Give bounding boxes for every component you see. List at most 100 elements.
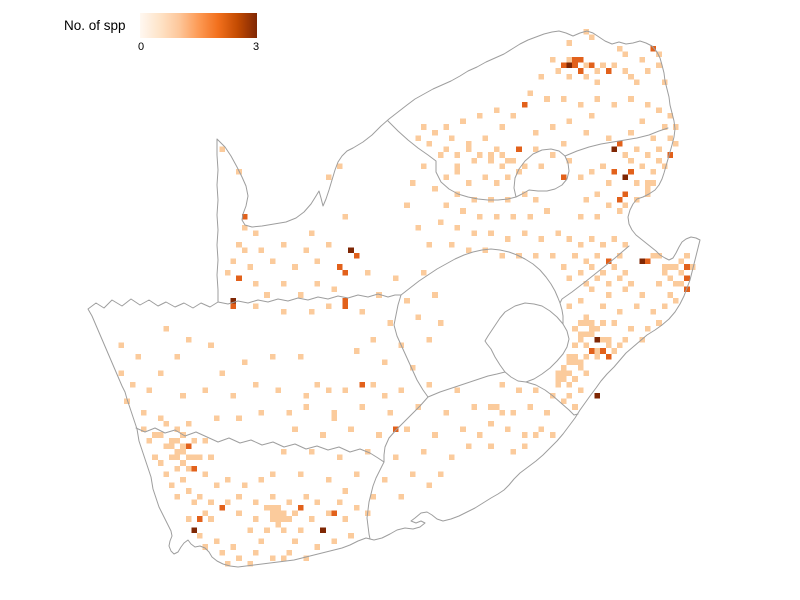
grid-cell	[493, 146, 500, 153]
grid-cell	[157, 432, 164, 438]
grid-cell	[309, 516, 315, 522]
grid-cell	[639, 292, 645, 298]
grid-cell	[505, 174, 511, 181]
grid-cell	[589, 169, 595, 175]
grid-cell	[337, 264, 343, 270]
grid-cell	[443, 124, 449, 130]
grid-cell	[230, 258, 237, 265]
grid-cell	[600, 269, 606, 276]
grid-cell	[583, 62, 589, 69]
grid-cell	[359, 381, 365, 388]
grid-cell	[527, 213, 533, 220]
province-border-line	[564, 127, 669, 157]
grid-cell	[180, 460, 186, 466]
grid-cell	[331, 510, 337, 517]
grid-cell	[219, 146, 225, 153]
grid-cell	[600, 303, 606, 309]
grid-cell	[505, 157, 511, 164]
grid-cell	[689, 264, 696, 270]
grid-cell	[493, 107, 500, 113]
grid-cell	[387, 409, 393, 416]
grid-cell	[163, 443, 169, 449]
grid-cell	[678, 258, 685, 265]
grid-cell	[236, 493, 242, 500]
grid-cell	[566, 359, 573, 365]
grid-cell	[404, 426, 410, 433]
grid-cell	[589, 264, 595, 270]
grid-cell	[521, 432, 528, 438]
grid-cell	[197, 493, 203, 500]
grid-cell	[656, 253, 662, 259]
grid-cell	[589, 113, 595, 119]
grid-cell	[180, 393, 186, 399]
grid-cell	[449, 241, 455, 248]
province-borders	[135, 120, 669, 540]
grid-cell	[281, 516, 287, 522]
grid-cell	[577, 241, 584, 248]
grid-cell	[583, 342, 589, 349]
grid-cell	[538, 73, 545, 80]
grid-cell	[247, 561, 253, 567]
grid-cell	[314, 499, 321, 505]
grid-cell	[561, 96, 567, 102]
grid-cell	[353, 348, 360, 354]
grid-cell	[572, 376, 578, 382]
grid-cell	[202, 510, 209, 517]
grid-cell	[566, 57, 573, 63]
grid-cell	[527, 90, 533, 97]
grid-cell	[611, 236, 617, 242]
grid-cell	[566, 370, 573, 377]
grid-cell	[594, 68, 601, 74]
grid-cell	[460, 208, 466, 214]
grid-cell	[633, 146, 640, 153]
grid-cell	[561, 62, 567, 69]
grid-cell	[566, 275, 573, 281]
grid-cell	[320, 527, 326, 533]
grid-cell	[622, 191, 629, 197]
grid-cell	[600, 320, 606, 326]
grid-cell	[269, 493, 276, 500]
grid-cell	[269, 471, 276, 477]
grid-cell	[241, 213, 248, 220]
grid-cell	[577, 101, 584, 108]
grid-cell	[555, 68, 561, 74]
legend-title: No. of spp	[64, 18, 126, 33]
grid-cell	[264, 527, 270, 533]
grid-cell	[230, 303, 237, 309]
grid-cell	[320, 432, 326, 438]
grid-cell	[667, 152, 673, 158]
grid-cell	[617, 45, 623, 52]
grid-cell	[174, 454, 181, 461]
legend-gradient-bar	[140, 13, 257, 38]
grid-cell	[667, 113, 673, 119]
grid-cell	[292, 510, 298, 517]
grid-cell	[605, 337, 612, 343]
grid-cell	[661, 79, 668, 85]
grid-cell	[135, 353, 141, 360]
grid-cell	[583, 353, 589, 360]
grid-cell	[129, 381, 136, 388]
grid-cell	[656, 146, 662, 153]
grid-cell	[348, 247, 354, 253]
grid-cell	[146, 437, 153, 444]
grid-cell	[577, 331, 584, 337]
grid-cell	[516, 146, 522, 153]
grid-cell	[309, 309, 315, 315]
grid-cell	[247, 527, 253, 533]
grid-cell	[353, 471, 360, 477]
grid-cell	[611, 62, 617, 69]
grid-cell	[370, 381, 377, 388]
grid-cell	[488, 230, 494, 237]
grid-cell	[611, 169, 617, 175]
grid-cell	[538, 236, 545, 242]
grid-cell	[673, 264, 679, 270]
grid-cell	[572, 359, 578, 365]
grid-cell	[583, 314, 589, 321]
grid-cell	[499, 152, 505, 158]
grid-cell	[645, 101, 651, 108]
grid-cell	[342, 488, 349, 494]
grid-cell	[264, 505, 270, 511]
grid-cell	[297, 353, 304, 360]
province-border-line	[427, 371, 506, 398]
